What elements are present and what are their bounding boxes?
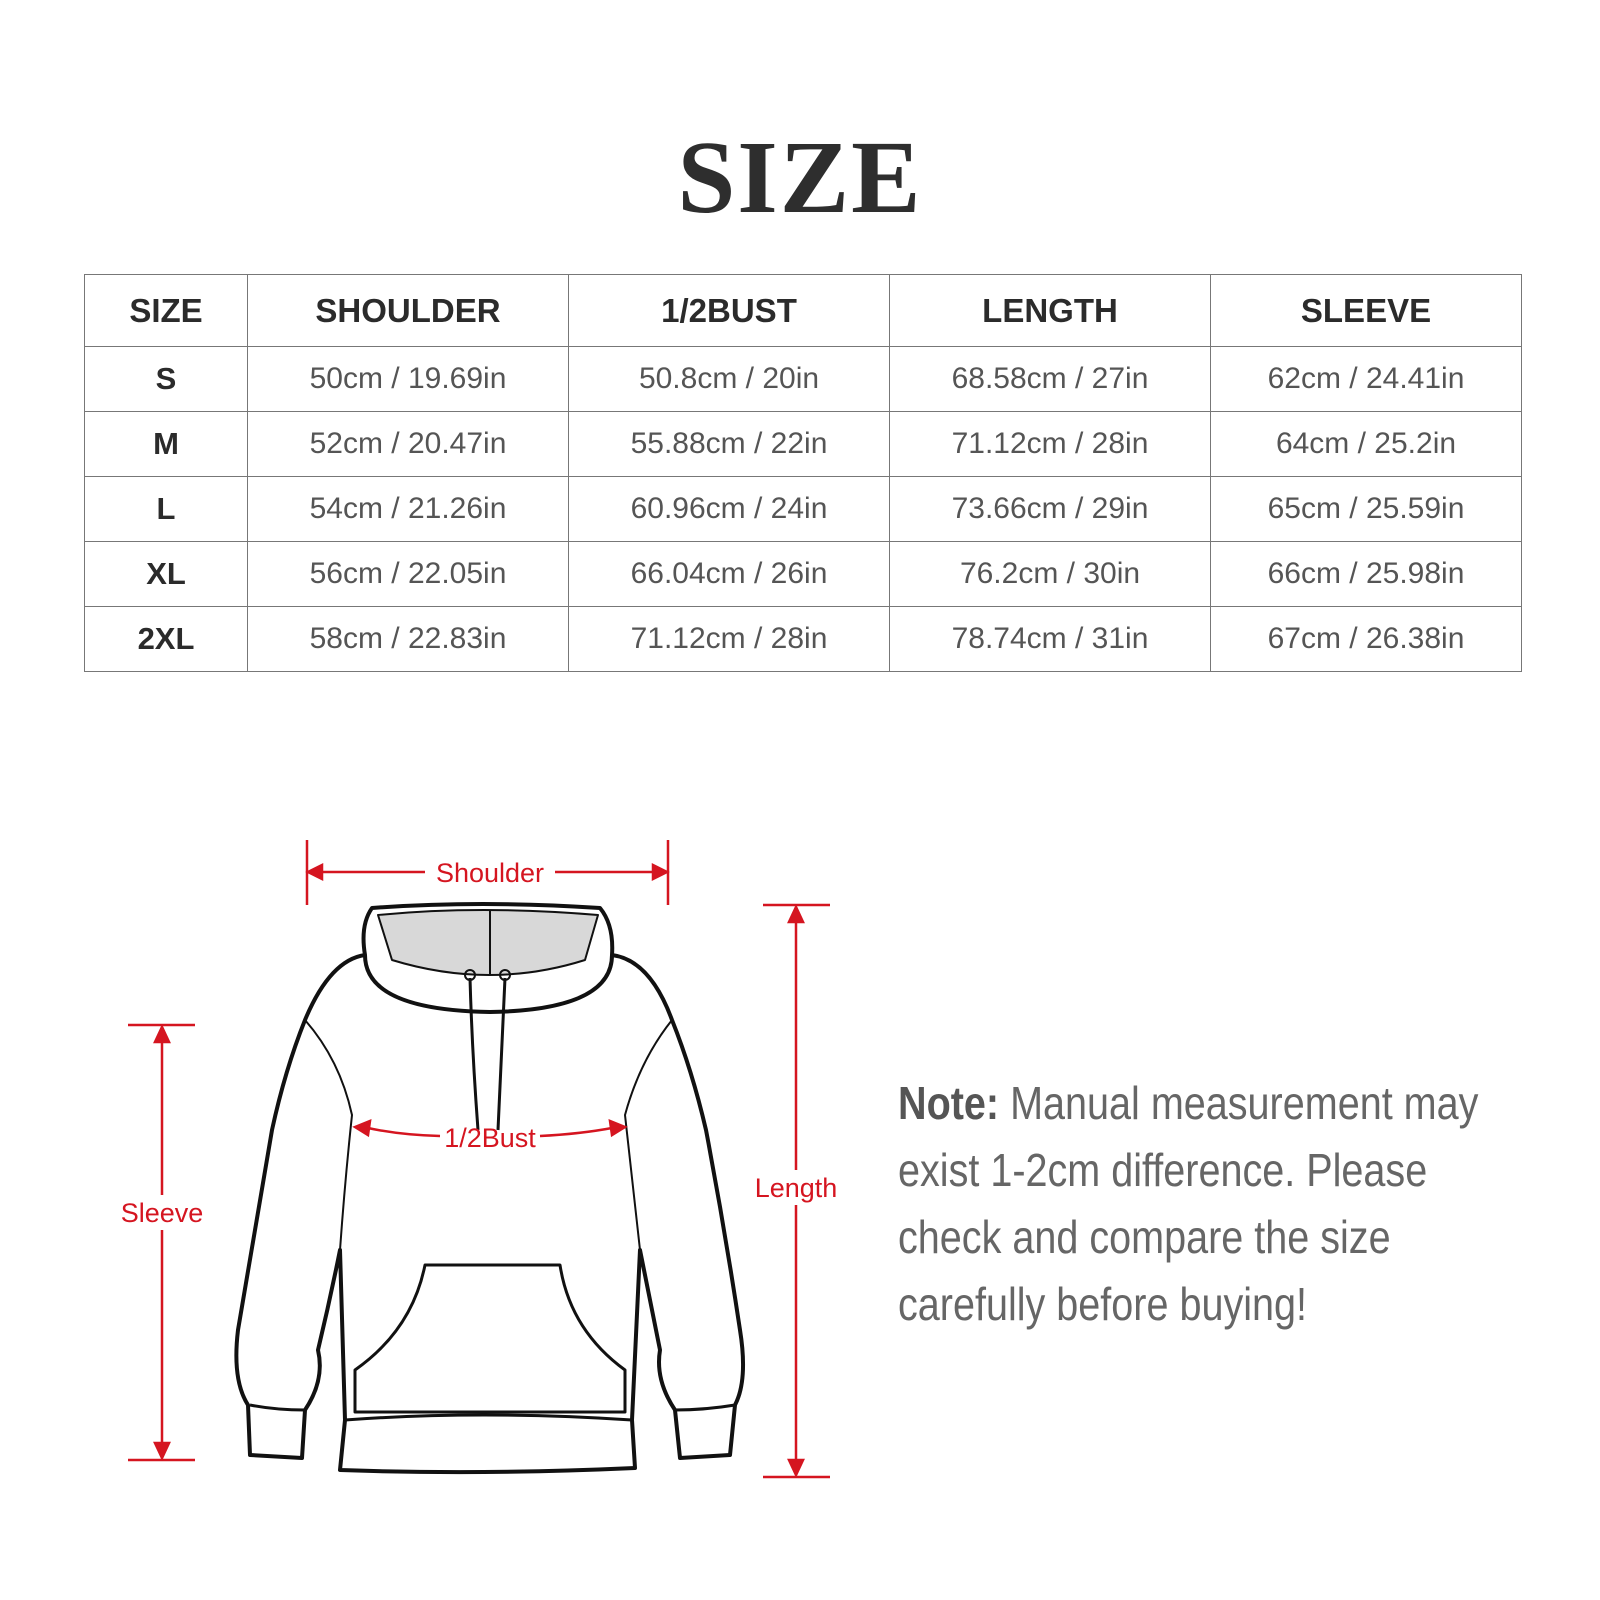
column-header: SHOULDER — [247, 274, 569, 347]
measurement-cell: 62cm / 24.41in — [1210, 346, 1522, 412]
column-header: SIZE — [84, 274, 248, 347]
length-label: Length — [755, 1173, 838, 1203]
measurement-cell: 78.74cm / 31in — [889, 606, 1211, 672]
measurement-cell: 71.12cm / 28in — [889, 411, 1211, 477]
size-table: SIZE SHOULDER 1/2BUST LENGTH SLEEVE S 50c… — [84, 274, 1522, 672]
measurement-cell: 65cm / 25.59in — [1210, 476, 1522, 542]
size-cell: M — [84, 411, 248, 477]
shoulder-label: Shoulder — [436, 858, 544, 888]
measurement-cell: 66cm / 25.98in — [1210, 541, 1522, 607]
measurement-cell: 55.88cm / 22in — [568, 411, 890, 477]
measurement-cell: 73.66cm / 29in — [889, 476, 1211, 542]
table-row: 2XL 58cm / 22.83in 71.12cm / 28in 78.74cm /… — [84, 606, 1522, 672]
measurement-annotations — [128, 840, 830, 1479]
table-row: L 54cm / 21.26in 60.96cm / 24in 73.66cm / 2… — [84, 476, 1522, 542]
sleeve-label: Sleeve — [121, 1198, 204, 1228]
table-header-row: SIZE SHOULDER 1/2BUST LENGTH SLEEVE — [84, 274, 1522, 347]
column-header: 1/2BUST — [568, 274, 890, 347]
measurement-cell: 52cm / 20.47in — [247, 411, 569, 477]
measurement-cell: 76.2cm / 30in — [889, 541, 1211, 607]
measurement-cell: 58cm / 22.83in — [247, 606, 569, 672]
size-cell: XL — [84, 541, 248, 607]
measurement-cell: 66.04cm / 26in — [568, 541, 890, 607]
column-header: LENGTH — [889, 274, 1211, 347]
measurement-cell: 50cm / 19.69in — [247, 346, 569, 412]
note-label: Note: — [898, 1077, 1000, 1129]
measurement-cell: 67cm / 26.38in — [1210, 606, 1522, 672]
note-text: Note: Manual measurement may exist 1-2cm… — [898, 1070, 1517, 1338]
bust-label: 1/2Bust — [444, 1123, 536, 1153]
table-row: S 50cm / 19.69in 50.8cm / 20in 68.58cm / 27… — [84, 346, 1522, 412]
column-header: SLEEVE — [1210, 274, 1522, 347]
size-cell: S — [84, 346, 248, 412]
size-cell: L — [84, 476, 248, 542]
table-row: M 52cm / 20.47in 55.88cm / 22in 71.12cm / 2… — [84, 411, 1522, 477]
measurement-cell: 54cm / 21.26in — [247, 476, 569, 542]
measurement-cell: 64cm / 25.2in — [1210, 411, 1522, 477]
measurement-cell: 68.58cm / 27in — [889, 346, 1211, 412]
measurement-cell: 50.8cm / 20in — [568, 346, 890, 412]
hoodie-diagram: Shoulder 1/2Bust Sleeve Length — [121, 840, 838, 1479]
page-title: SIZE — [677, 120, 923, 235]
note-body: Manual measurement may exist 1-2cm diffe… — [898, 1077, 1479, 1330]
table-row: XL 56cm / 22.05in 66.04cm / 26in 76.2cm / 3… — [84, 541, 1522, 607]
size-cell: 2XL — [84, 606, 248, 672]
measurement-cell: 56cm / 22.05in — [247, 541, 569, 607]
measurement-cell: 60.96cm / 24in — [568, 476, 890, 542]
hoodie-outline — [234, 902, 745, 1475]
measurement-cell: 71.12cm / 28in — [568, 606, 890, 672]
